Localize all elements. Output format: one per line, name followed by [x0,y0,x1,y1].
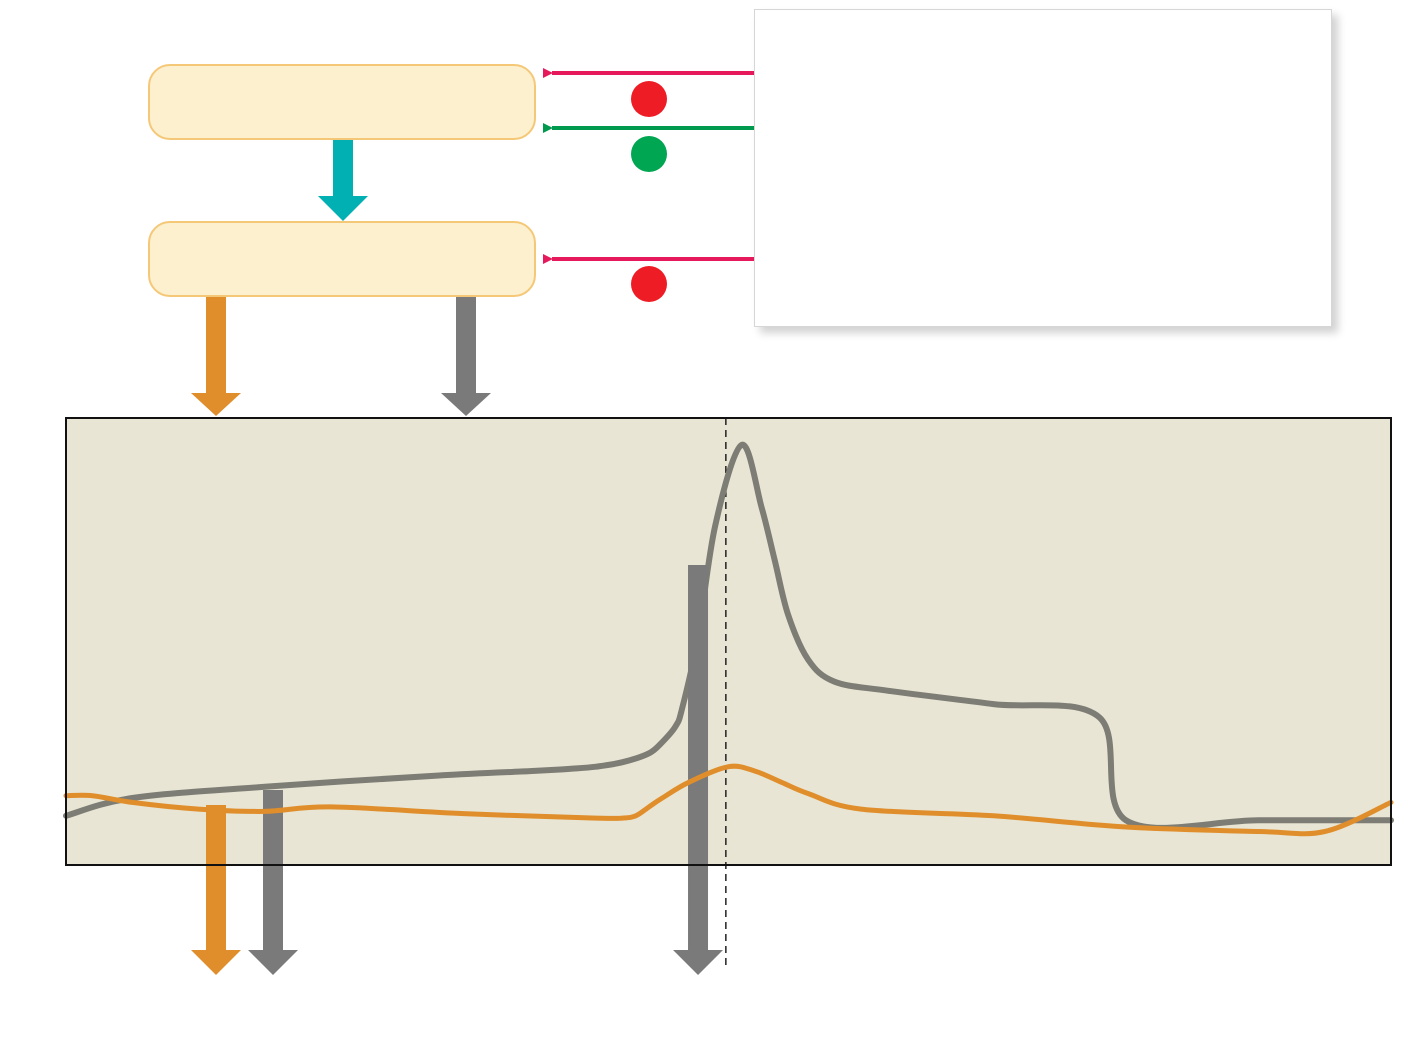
plot-area [65,417,1392,866]
orange-release-arrowhead [191,950,241,975]
gray-release-bar [263,790,283,953]
plot-border [65,417,1392,866]
orange-down-arrow-top [191,296,241,416]
lower-hormone-box [148,221,536,297]
upper-hormone-box [148,64,536,140]
surge-gray-bar [688,565,709,953]
inhibit-dot-1 [631,81,667,117]
inhibit-dot-2 [631,266,667,302]
gray-down-arrow-top [441,296,491,416]
surge-gray-arrowhead [673,950,724,975]
hormone-level-chart [63,417,1394,975]
stimulate-dot [631,136,667,172]
feedback-legend-panel [754,9,1332,327]
series-orange-curve [63,763,1394,837]
series-gray-curve [63,441,1394,831]
teal-down-arrow [318,140,368,221]
orange-release-bar [206,805,226,953]
gray-release-arrowhead [248,950,298,975]
